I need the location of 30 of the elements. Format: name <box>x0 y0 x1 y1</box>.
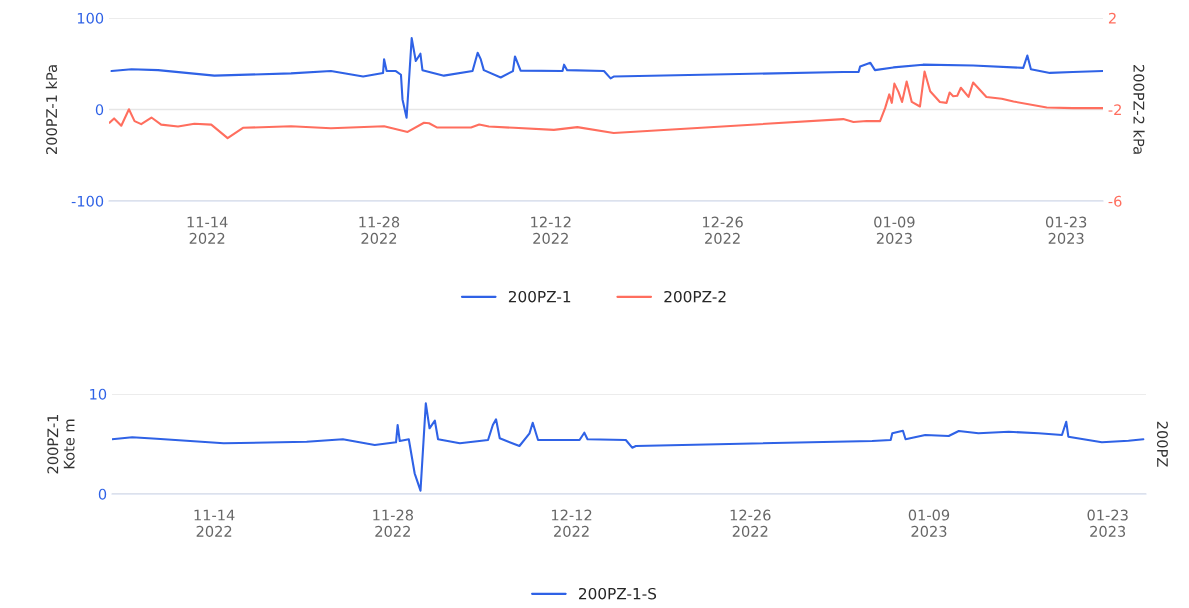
y-tick-label: -100 <box>71 195 104 207</box>
line-series <box>110 37 1103 119</box>
y2-tick-label: -2 <box>1108 104 1121 116</box>
legend-label: 200PZ-1 <box>508 290 571 303</box>
line-series <box>112 402 1145 492</box>
x-tick-label: 11-28 2022 <box>359 216 400 244</box>
legend-label: 200PZ-2 <box>664 290 726 303</box>
x-tick-label: 01-23 2023 <box>1087 509 1128 537</box>
y-tick-label: 10 <box>90 388 107 400</box>
x-tick-label: 11-14 2022 <box>194 509 235 537</box>
x-tick-label: 11-28 2022 <box>373 509 414 537</box>
x-tick-label: 12-12 2022 <box>531 216 571 244</box>
y-tick-label: 100 <box>77 12 104 24</box>
line-series <box>109 70 1103 140</box>
x-tick-label: 12-26 2022 <box>702 216 743 244</box>
legend-label: 200PZ-1-S <box>579 587 657 600</box>
y-axis-title: 200PZ-1 kPa <box>45 65 58 154</box>
x-tick-label: 12-26 2022 <box>730 509 771 537</box>
x-tick-label: 01-09 2023 <box>908 509 950 537</box>
y-tick-label: 0 <box>98 488 107 500</box>
y2-tick-label: -6 <box>1108 195 1122 207</box>
y2-axis-title: 200PZ <box>1156 421 1168 467</box>
x-tick-label: 11-14 2022 <box>187 216 228 244</box>
y-axis-title: 200PZ-1 Kote m <box>47 414 75 474</box>
y2-tick-label: 2 <box>1108 12 1116 24</box>
y2-axis-title: 200PZ-2 kPa <box>1133 65 1145 154</box>
x-tick-label: 01-23 2023 <box>1045 216 1087 244</box>
x-tick-label: 01-09 2023 <box>874 216 915 244</box>
y-tick-label: 0 <box>95 104 104 116</box>
x-tick-label: 12-12 2022 <box>551 509 592 537</box>
